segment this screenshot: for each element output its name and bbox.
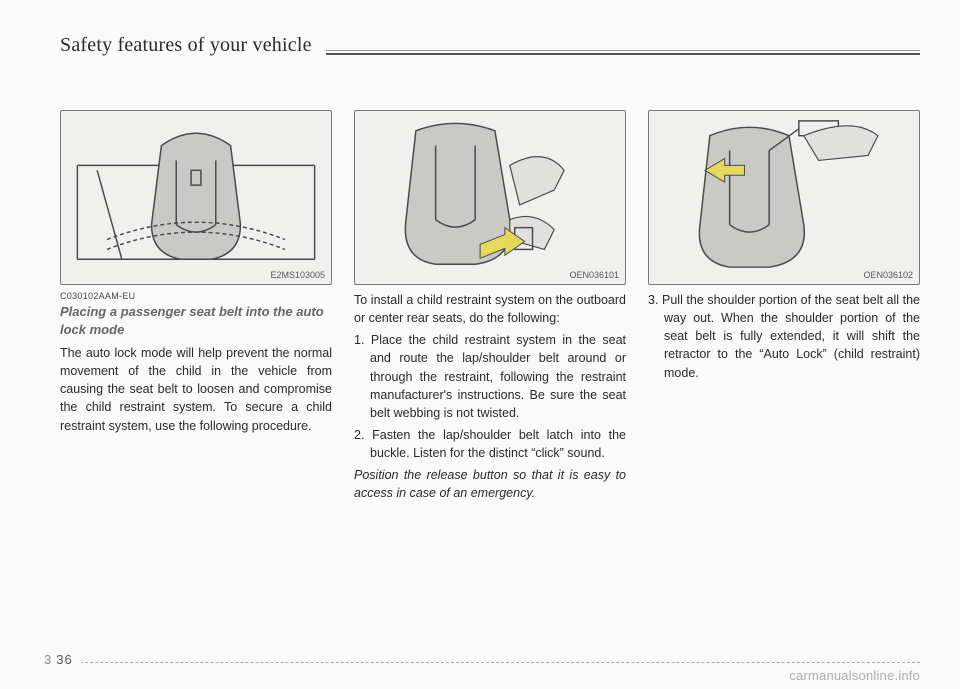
step-list: 1. Place the child restraint system in t… (354, 331, 626, 462)
footer-rule (40, 662, 920, 663)
watermark: carmanualsonline.info (789, 668, 920, 683)
column-middle: OEN036101 To install a child restraint s… (354, 110, 626, 506)
chapter-number: 3 (44, 652, 52, 667)
page-footer: 336 (40, 662, 920, 663)
figure-1-label: E2MS103005 (270, 270, 325, 280)
figure-3-svg (649, 111, 919, 284)
content-columns: E2MS103005 C030102AAM-EU Placing a passe… (60, 110, 920, 506)
figure-3: OEN036102 (648, 110, 920, 285)
figure-1-svg (61, 111, 331, 284)
list-item: 1. Place the child restraint system in t… (354, 331, 626, 422)
list-item: 3. Pull the shoulder portion of the seat… (648, 291, 920, 382)
step-list: 3. Pull the shoulder portion of the seat… (648, 291, 920, 382)
header-title-wrap: Safety features of your vehicle (60, 34, 326, 57)
note-paragraph: Position the release button so that it i… (354, 466, 626, 502)
page-title: Safety features of your vehicle (60, 34, 312, 56)
figure-1: E2MS103005 (60, 110, 332, 285)
column-right: OEN036102 3. Pull the shoulder portion o… (648, 110, 920, 506)
column-left: E2MS103005 C030102AAM-EU Placing a passe… (60, 110, 332, 506)
body-text-left: The auto lock mode will help prevent the… (60, 344, 332, 435)
subheading: Placing a passenger seat belt into the a… (60, 303, 332, 338)
para-code: C030102AAM-EU (60, 291, 332, 301)
figure-2-label: OEN036101 (569, 270, 619, 280)
paragraph: The auto lock mode will help prevent the… (60, 344, 332, 435)
intro-paragraph: To install a child restraint system on t… (354, 291, 626, 327)
manual-page: Safety features of your vehicle (0, 0, 960, 689)
page-header: Safety features of your vehicle (60, 30, 920, 90)
figure-2-svg (355, 111, 625, 284)
page-no: 36 (56, 652, 72, 667)
figure-2: OEN036101 (354, 110, 626, 285)
body-text-right: 3. Pull the shoulder portion of the seat… (648, 291, 920, 382)
body-text-middle: To install a child restraint system on t… (354, 291, 626, 502)
list-item: 2. Fasten the lap/shoulder belt latch in… (354, 426, 626, 462)
page-number: 3 36 (36, 652, 81, 667)
figure-3-label: OEN036102 (863, 270, 913, 280)
